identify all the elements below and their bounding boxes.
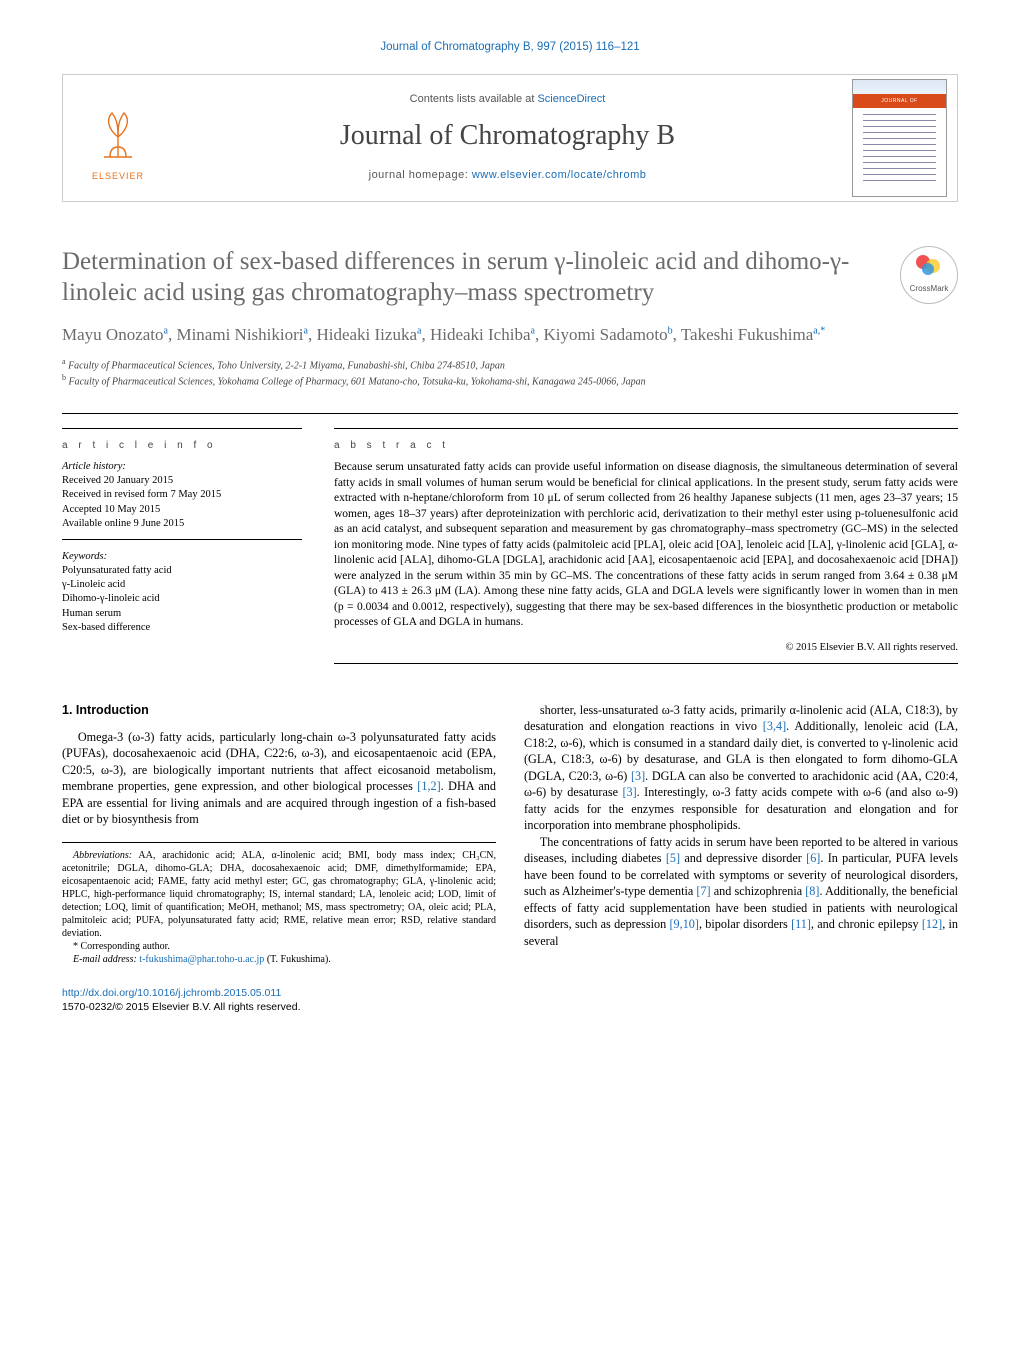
issn-copyright: 1570-0232/© 2015 Elsevier B.V. All right… [62, 1000, 958, 1014]
keyword: Sex-based difference [62, 621, 302, 635]
history-online: Available online 9 June 2015 [62, 517, 302, 531]
keyword: γ-Linoleic acid [62, 578, 302, 592]
history-heading: Article history: [62, 460, 302, 474]
keyword: Polyunsaturated fatty acid [62, 564, 302, 578]
body-columns: 1. Introduction Omega-3 (ω-3) fatty acid… [62, 702, 958, 966]
affiliation-a: a Faculty of Pharmaceutical Sciences, To… [62, 357, 958, 373]
article-info-col: a r t i c l e i n f o Article history: R… [62, 414, 302, 664]
abstract-col: a b s t r a c t Because serum unsaturate… [334, 414, 958, 664]
intro-para-3: The concentrations of fatty acids in ser… [524, 834, 958, 949]
history-accepted: Accepted 10 May 2015 [62, 503, 302, 517]
history-revised: Received in revised form 7 May 2015 [62, 488, 302, 502]
masthead-center: Contents lists available at ScienceDirec… [173, 75, 842, 201]
intro-para-1: Omega-3 (ω-3) fatty acids, particularly … [62, 729, 496, 828]
journal-cover-decor [863, 114, 936, 186]
journal-name: Journal of Chromatography B [340, 117, 675, 155]
section-heading-intro: 1. Introduction [62, 702, 496, 719]
abbreviations-footnote: Abbreviations: AA, arachidonic acid; ALA… [62, 849, 496, 940]
publisher-logo-box: ELSEVIER [63, 75, 173, 201]
authors: Mayu Onozatoa, Minami Nishikioria, Hidea… [62, 324, 958, 347]
journal-homepage: journal homepage: www.elsevier.com/locat… [369, 168, 647, 183]
crossmark-badge[interactable]: CrossMark [900, 246, 958, 304]
sciencedirect-link[interactable]: ScienceDirect [537, 93, 605, 105]
footnotes-block: Abbreviations: AA, arachidonic acid; ALA… [62, 842, 496, 966]
keyword: Dihomo-γ-linoleic acid [62, 592, 302, 606]
journal-cover-title-bar: JOURNAL OF CHROMATOGRAPHY B [853, 94, 946, 108]
contents-available-pre: Contents lists available at [410, 93, 538, 105]
article-title: Determination of sex-based differences i… [62, 246, 882, 309]
keywords-heading: Keywords: [62, 550, 302, 564]
abstract-copyright: © 2015 Elsevier B.V. All rights reserved… [334, 641, 958, 655]
crossmark-label: CrossMark [910, 284, 949, 295]
affiliation-b: b Faculty of Pharmaceutical Sciences, Yo… [62, 373, 958, 389]
corresponding-author: * Corresponding author. [62, 940, 496, 953]
elsevier-logo[interactable]: ELSEVIER [83, 93, 153, 183]
masthead: ELSEVIER Contents lists available at Sci… [62, 74, 958, 202]
journal-homepage-pre: journal homepage: [369, 169, 472, 181]
article-info-label: a r t i c l e i n f o [62, 439, 302, 453]
email-footnote: E-mail address: t-fukushima@phar.toho-u.… [62, 953, 496, 966]
doi-block: http://dx.doi.org/10.1016/j.jchromb.2015… [62, 986, 958, 1014]
publisher-name: ELSEVIER [92, 170, 144, 182]
journal-cover-box: JOURNAL OF CHROMATOGRAPHY B [842, 75, 957, 201]
doi-link[interactable]: http://dx.doi.org/10.1016/j.jchromb.2015… [62, 987, 281, 999]
abstract-text: Because serum unsaturated fatty acids ca… [334, 460, 958, 631]
contents-available: Contents lists available at ScienceDirec… [410, 92, 606, 107]
intro-para-2: shorter, less-unsaturated ω-3 fatty acid… [524, 702, 958, 834]
history-received: Received 20 January 2015 [62, 474, 302, 488]
journal-citation-top[interactable]: Journal of Chromatography B, 997 (2015) … [62, 40, 958, 56]
abstract-label: a b s t r a c t [334, 439, 958, 453]
corresponding-email-link[interactable]: t-fukushima@phar.toho-u.ac.jp [139, 954, 264, 965]
keyword: Human serum [62, 607, 302, 621]
elsevier-tree-icon [90, 107, 146, 171]
crossmark-icon [915, 254, 943, 284]
affiliations: a Faculty of Pharmaceutical Sciences, To… [62, 357, 958, 389]
journal-homepage-link[interactable]: www.elsevier.com/locate/chromb [472, 169, 647, 181]
journal-cover[interactable]: JOURNAL OF CHROMATOGRAPHY B [852, 79, 947, 197]
